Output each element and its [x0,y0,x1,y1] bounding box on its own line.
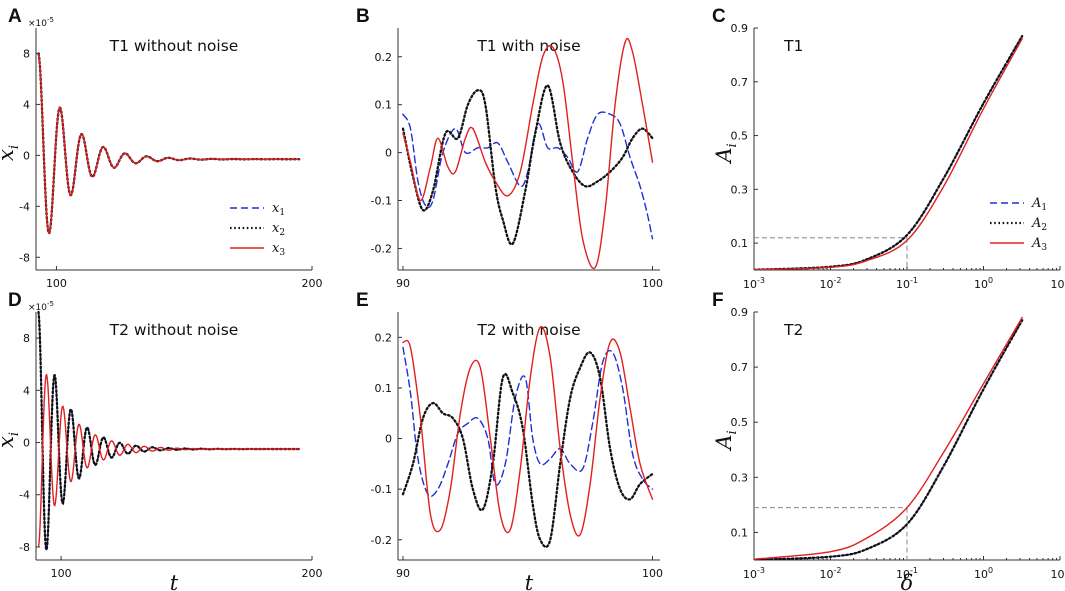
legend-label-x3: x3 [272,241,285,258]
series-line-x2 [401,351,654,549]
x-tick-label: 100 [51,567,72,580]
x-tick-label: 100 [642,277,663,290]
y-tick-label: -0.2 [371,534,392,547]
panel-letter: C [712,6,726,27]
y-tick-label: 8 [23,332,30,345]
y-tick-label: 0.1 [375,99,393,112]
y-exponent-label: ×10-5 [28,300,54,313]
panel-a: A T1 without noise -8 -4 0 4 8 100 200 ×10-5 xi x1 x… [0,6,323,290]
y-tick-label: 0 [385,433,392,446]
x-tick-label: 10-3 [743,276,765,291]
y-tick-label: 4 [23,98,30,111]
y-tick-label: 0 [23,149,30,162]
y-tick-label: 8 [23,47,30,60]
y-tick-label: 0.1 [375,382,393,395]
y-tick-label: 0.2 [375,331,393,344]
y-tick-label: 0.5 [731,130,749,143]
series-line-x1 [402,111,654,240]
series-line-a1 [754,35,1023,270]
panel-title: T2 [783,321,803,339]
y-tick-label: -0.2 [371,242,392,255]
y-exponent-label: ×10-5 [28,16,54,29]
y-tick-label: -8 [19,251,30,264]
series-line-x3 [402,38,654,270]
x-tick-label: 10-1 [896,276,918,291]
y-tick-label: -4 [19,200,30,213]
y-tick-label: 0 [385,147,392,160]
series-line-a2 [754,34,1024,270]
panel-letter: F [712,290,724,311]
panel-d: D T2 without noise -8 -4 0 4 8 100 200 ×10-5 xi t [0,290,323,591]
x-tick-label: 90 [396,567,410,580]
y-tick-label: 0.2 [375,51,393,64]
x-tick-label: 100 [642,567,663,580]
y-tick-label: 0.7 [731,76,749,89]
panel-letter: B [356,6,370,27]
legend-label-x2: A2 [1031,216,1047,233]
x-tick-label: 101 [1050,276,1065,291]
y-tick-label: -8 [19,541,30,554]
panel-title: T1 without noise [109,37,239,55]
y-tick-label: -4 [19,489,30,502]
panel-letter: A [8,6,22,27]
y-axis-label: Ai [712,430,740,451]
panel-title: T2 with noise [476,321,580,339]
series-line-a3 [754,316,1023,560]
x-tick-label: 10-2 [820,566,842,581]
y-axis-label: xi [0,145,22,161]
y-axis-label: xi [0,432,22,448]
legend-label-x2: x2 [272,221,285,238]
series-line-x2 [37,52,301,235]
legend-label-x3: A3 [1031,236,1047,253]
y-tick-label: 0.3 [731,183,749,196]
x-tick-label: 101 [1050,566,1065,581]
series-line-x3 [37,52,300,235]
series-line-a3 [754,38,1023,270]
y-tick-label: 4 [23,384,30,397]
x-tick-label: 10-1 [896,566,918,581]
series-line-x3 [402,325,654,537]
x-tick-label: 100 [46,277,67,290]
y-tick-label: 0.5 [731,416,749,429]
x-axis-label: t [525,571,534,591]
y-tick-label: 0.7 [731,361,749,374]
y-tick-label: 0.3 [731,471,749,484]
legend-label-x1: A1 [1031,196,1047,213]
series-line-x1 [37,52,300,235]
x-tick-label: 200 [302,567,323,580]
panel-letter: D [8,290,22,311]
x-axis-label: t [170,571,179,591]
y-tick-label: 0.1 [731,526,749,539]
x-tick-label: 100 [974,566,993,581]
panel-e: E T2 with noise -0.2 -0.1 0 0.1 0.2 90 100 t [356,290,663,591]
y-axis-label: Ai [712,143,740,164]
series-line-x2 [401,84,654,246]
y-tick-label: 0.1 [731,237,749,250]
x-tick-label: 100 [974,276,993,291]
x-tick-label: 200 [302,277,323,290]
y-tick-label: 0.9 [731,22,749,35]
series-line-a2 [754,319,1024,560]
panel-f: F T2 0.1 0.3 0.5 0.7 0.9 10-3 10-2 10-1 100 101 Ai δ [712,290,1065,591]
panel-c: C T1 0.1 0.3 0.5 0.7 0.9 10-3 10-2 10-1 100 101 Ai A1… [712,6,1065,291]
panel-title: T1 with noise [476,37,580,55]
y-tick-label: -0.1 [371,483,392,496]
x-tick-label: 10-3 [743,566,765,581]
panel-b: B T1 with noise -0.2 -0.1 0 0.1 0.2 90 100 [356,6,663,290]
legend-label-x1: x1 [272,201,285,218]
x-tick-label: 90 [396,277,410,290]
panel-title: T1 [783,37,803,55]
y-tick-label: 0.9 [731,306,749,319]
series-line-x3 [37,373,301,548]
y-tick-label: -0.1 [371,195,392,208]
x-tick-label: 10-2 [820,276,842,291]
panel-title: T2 without noise [109,321,239,339]
panel-letter: E [356,290,369,311]
y-tick-label: 0 [23,437,30,450]
x-axis-label: δ [901,571,914,591]
series-line-x1 [402,346,654,497]
